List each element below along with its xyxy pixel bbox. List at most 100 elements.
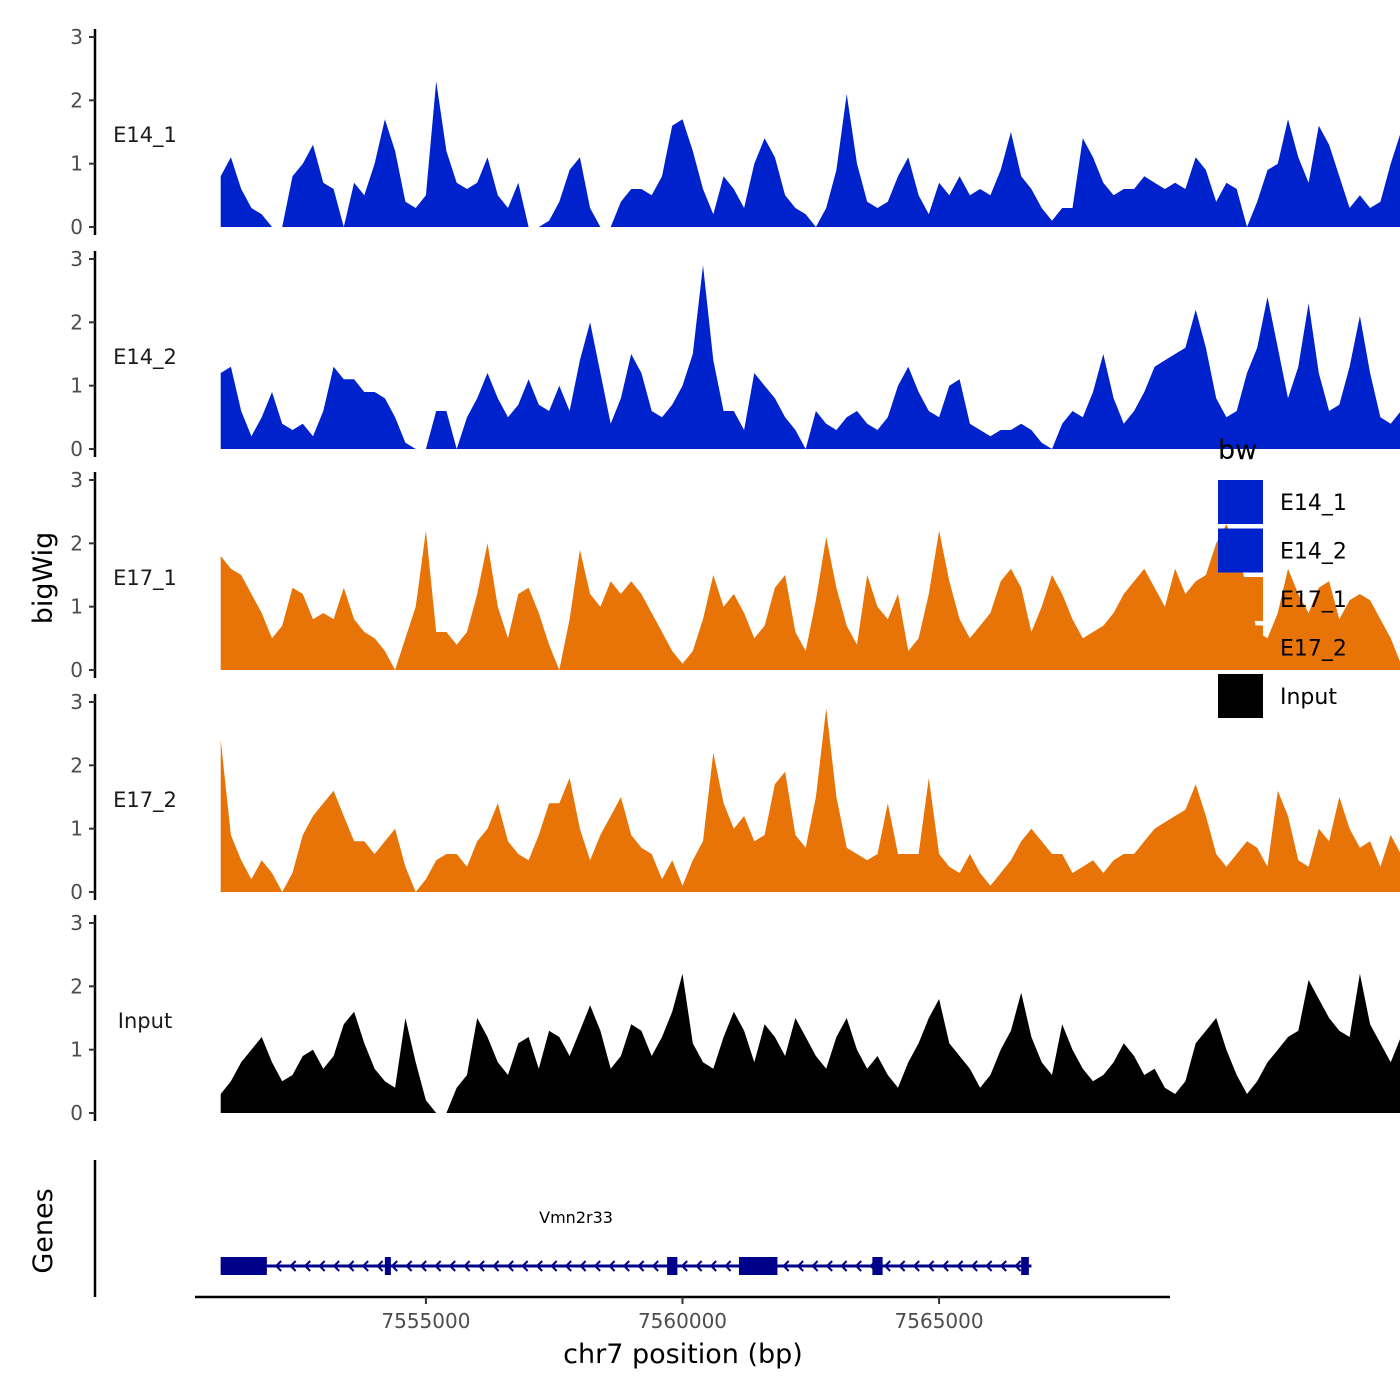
strand-arrow [477,1260,485,1272]
y-tick-label: 1 [70,1038,83,1062]
strand-arrow [782,1260,790,1272]
y-tick-label: 3 [70,25,83,49]
strand-arrow [927,1260,935,1272]
y-tick-label: 3 [70,468,83,492]
gene-exon [384,1257,391,1275]
strand-arrow [1014,1260,1022,1272]
strand-arrow [463,1260,471,1272]
coverage-area [220,157,272,227]
strand-arrow [289,1260,297,1272]
gene-exon [1021,1257,1029,1275]
y-tick-label: 3 [70,247,83,271]
track-label: E17_1 [113,566,177,591]
legend-swatch [1218,528,1263,573]
strand-arrow [535,1260,543,1272]
y-tick-label: 2 [70,753,83,777]
y-tick-label: 2 [70,531,83,555]
track-label: E14_1 [113,123,177,148]
track-label: E14_2 [113,345,177,370]
strand-arrow [956,1260,964,1272]
track-input: 0 1 2 3 Input [70,911,1400,1125]
strand-arrow [622,1260,630,1272]
track-e17-2: 0 1 2 3 E17_2 [70,690,1400,904]
legend-item-e14-1: E14_1 [1218,480,1347,524]
legend-item-e14-2: E14_2 [1218,528,1347,573]
strand-arrow [825,1260,833,1272]
y-tick-label: 2 [70,310,83,334]
coverage-area [456,265,806,449]
legend-swatch [1218,480,1263,524]
legend-label: E17_2 [1280,637,1347,662]
coverage-area [343,81,529,227]
strand-arrow [970,1260,978,1272]
y-tick-label: 0 [70,437,83,461]
coverage-area [282,790,416,892]
y-tick-label: 0 [70,658,83,682]
gene-exon [872,1257,883,1275]
strand-arrow [303,1260,311,1272]
x-axis: 7555000 7560000 7565000 [195,1295,1170,1333]
strand-arrow [999,1260,1007,1272]
strand-arrow [332,1260,340,1272]
strand-arrow [695,1260,703,1272]
track-e14-1: 0 1 2 3 E14_1 [70,25,1400,239]
strand-arrow [724,1260,732,1272]
track-e14-2: 0 1 2 3 E14_2 [70,247,1400,461]
y-tick-label: 1 [70,595,83,619]
strand-arrow [680,1260,688,1272]
strand-arrow [550,1260,558,1272]
legend-item-input: Input [1218,674,1337,718]
strand-arrow [840,1260,848,1272]
coverage-area [446,973,1400,1113]
coverage-area [1052,297,1400,449]
track-label: Input [118,1009,172,1033]
strand-arrow [376,1260,384,1272]
legend-swatch [1218,625,1263,670]
legend-swatch [1218,577,1263,621]
strand-arrow [506,1260,514,1272]
track-label: E17_2 [113,788,177,813]
y-tick-label: 3 [70,690,83,714]
strand-arrow [637,1260,645,1272]
legend-item-e17-2: E17_2 [1218,625,1347,670]
strand-arrow [593,1260,601,1272]
y-axis-title: bigWig [28,532,59,625]
coverage-area [1247,119,1400,227]
coverage-area [805,366,1052,449]
genes-axis-title: Genes [28,1188,59,1273]
strand-arrow [521,1260,529,1272]
y-tick-label: 1 [70,152,83,176]
strand-arrow [941,1260,949,1272]
y-tick-label: 1 [70,817,83,841]
y-tick-label: 0 [70,880,83,904]
coverage-area [815,94,1247,227]
gene-vmn2r33: Vmn2r33 [220,1208,1032,1275]
coverage-area [415,708,1400,892]
legend-label: Input [1280,685,1337,710]
strand-arrow [448,1260,456,1272]
strand-arrow [492,1260,500,1272]
coverage-area [220,1011,437,1113]
strand-arrow [796,1260,804,1272]
gene-exon [220,1257,267,1275]
x-tick-label: 7565000 [895,1309,984,1333]
y-tick-label: 2 [70,974,83,998]
strand-arrow [651,1260,659,1272]
legend-swatch [1218,674,1263,718]
strand-arrow [912,1260,920,1272]
coverage-area [610,119,816,227]
strand-arrow [811,1260,819,1272]
coverage-area [559,524,1400,670]
legend-label: E17_1 [1280,588,1347,613]
strand-arrow [405,1260,413,1272]
legend: bw E14_1 E14_2 E17_1 E17_2 Input [1218,435,1347,718]
coverage-area [220,556,396,670]
strand-arrow [361,1260,369,1272]
coverage-area [220,740,283,892]
strand-arrow [854,1260,862,1272]
coverage-area [538,157,601,227]
gene-track: Vmn2r33 [93,1160,1032,1297]
x-tick-label: 7560000 [638,1309,727,1333]
y-tick-label: 3 [70,911,83,935]
